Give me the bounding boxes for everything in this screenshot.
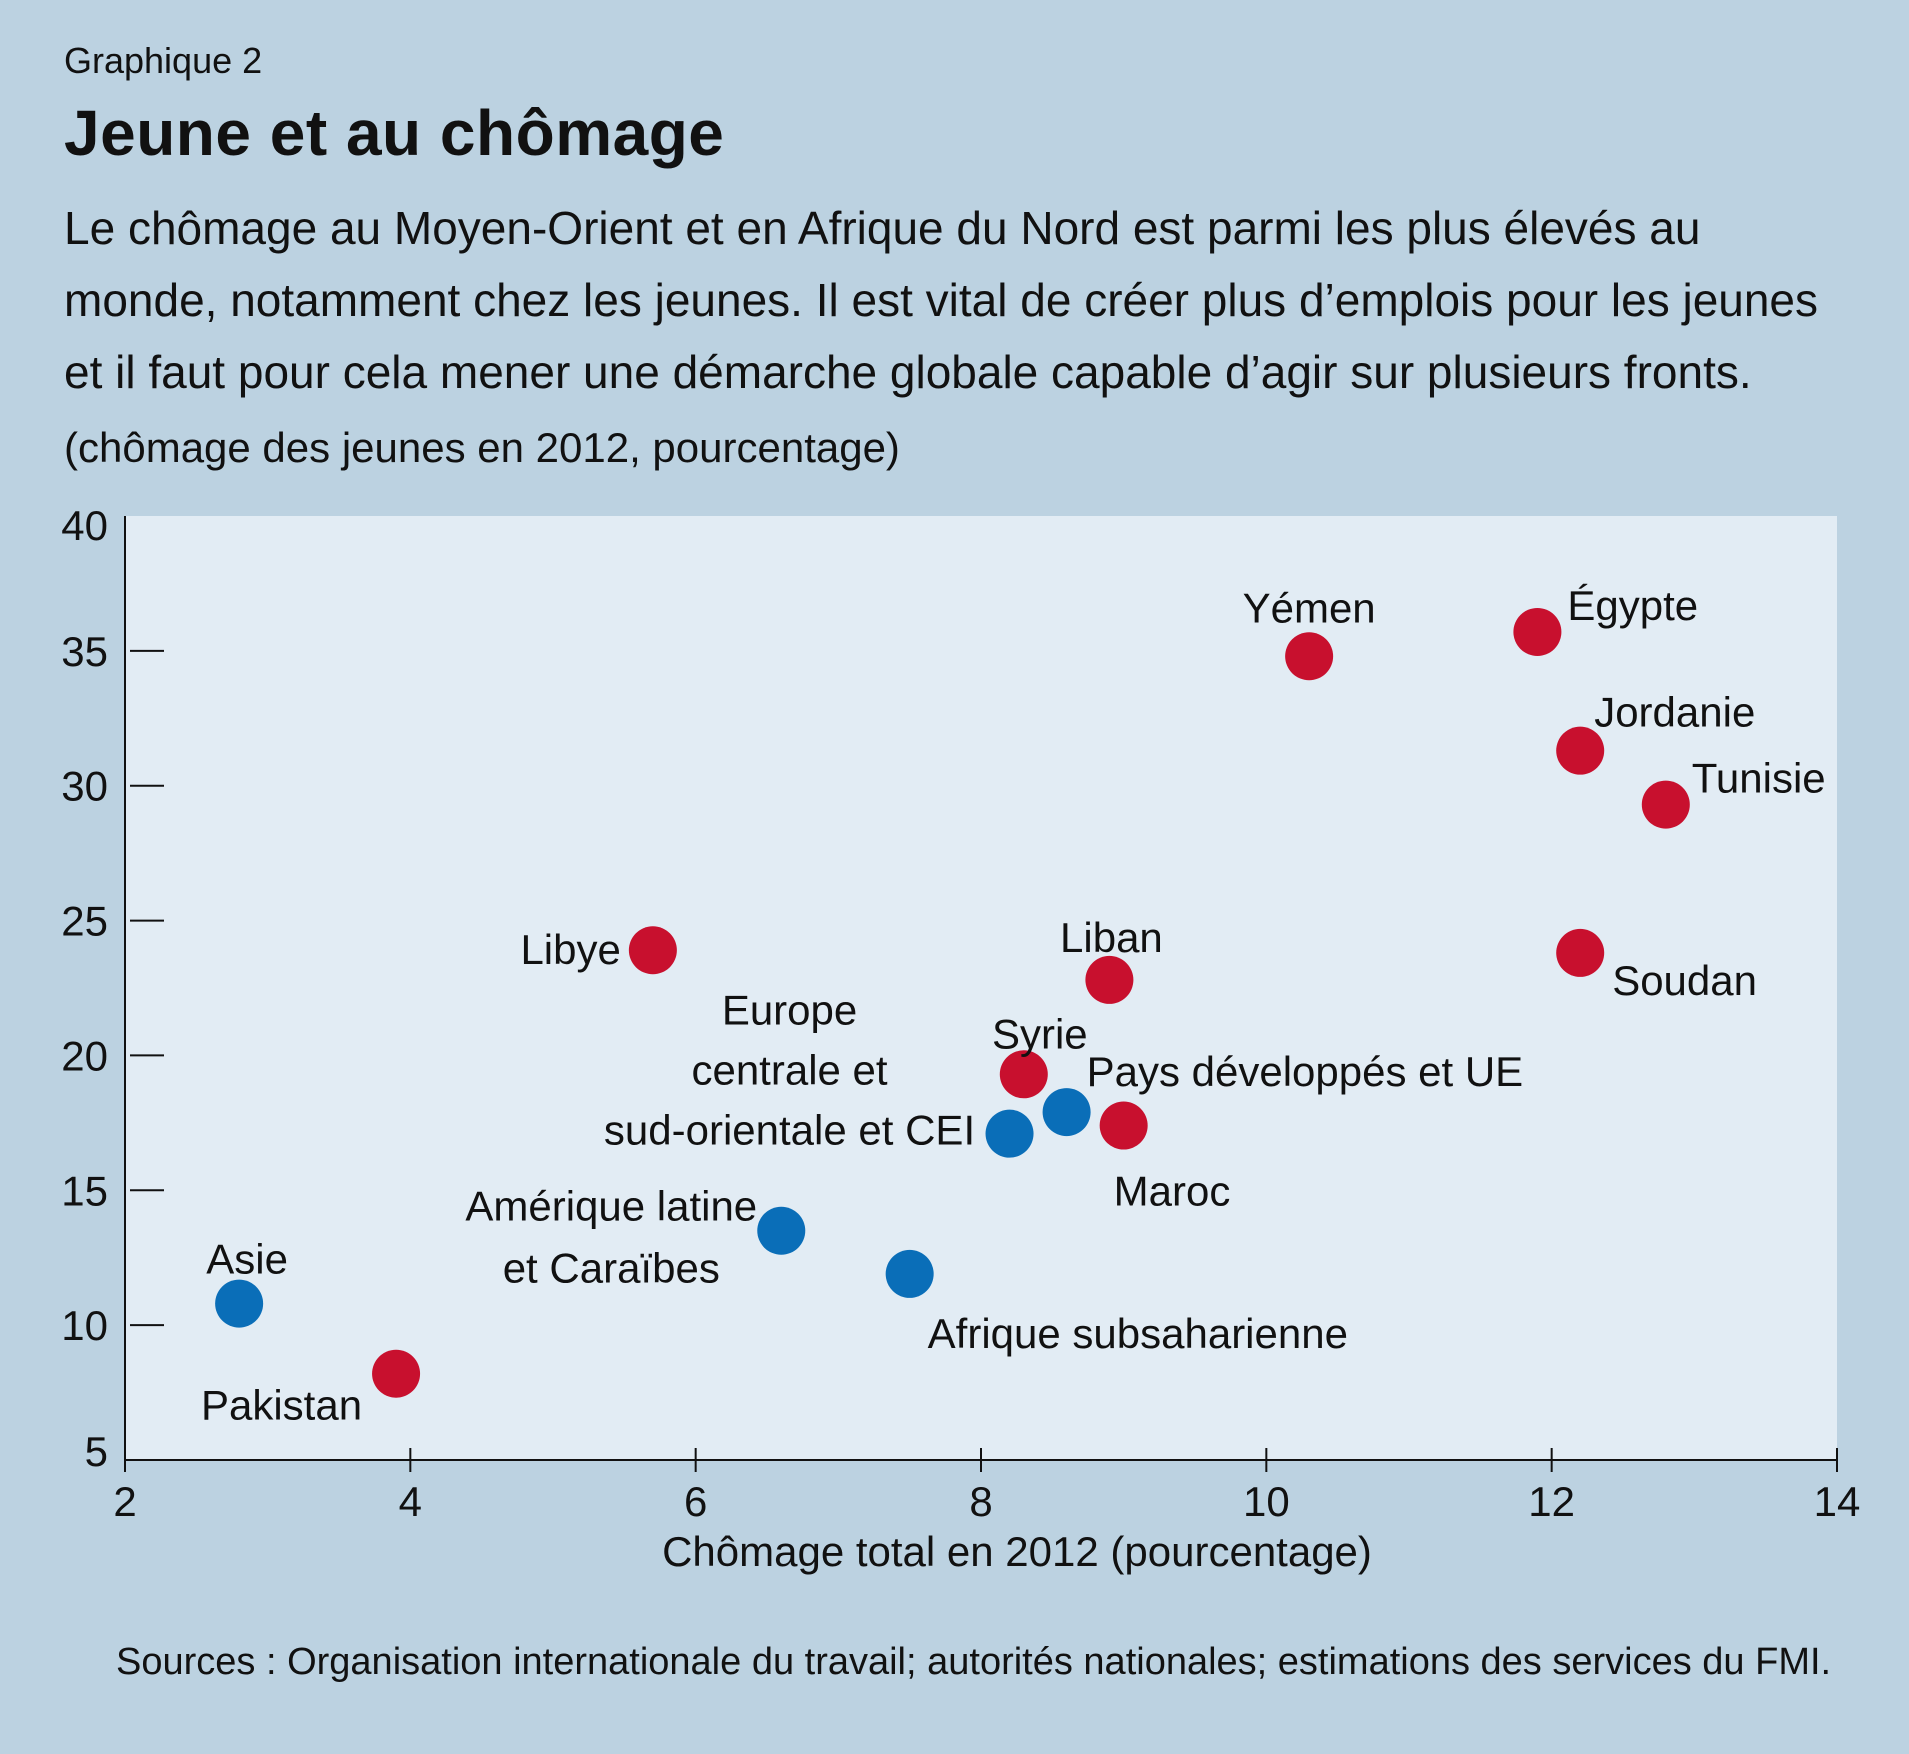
point-label: Amérique latine et Caraïbes	[465, 1183, 757, 1292]
point-label: Libye	[520, 926, 620, 973]
point-label: Asie	[206, 1236, 288, 1283]
point-label: Pays développés et UE	[1087, 1048, 1524, 1095]
point-label: Tunisie	[1692, 755, 1826, 802]
point-label: Afrique subsaharienne	[928, 1310, 1348, 1357]
source-note: Sources : Organisation internationale du…	[116, 1641, 1832, 1683]
data-point-6	[1085, 955, 1134, 1004]
data-point-9	[372, 1349, 421, 1398]
data-point-12	[757, 1206, 806, 1255]
data-point-3	[1641, 780, 1690, 829]
point-label: Égypte	[1567, 582, 1698, 629]
y-tick-label-40: 40	[61, 502, 108, 549]
y-tick-label-35: 35	[61, 628, 108, 675]
x-tick-label-6: 6	[684, 1478, 707, 1525]
data-point-2	[1556, 726, 1605, 775]
data-point-5	[628, 926, 677, 975]
data-point-10	[1042, 1088, 1091, 1137]
chart-title: Jeune et au chômage	[64, 97, 725, 169]
point-label: Soudan	[1612, 957, 1757, 1004]
chart-subtitle: Le chômage au Moyen-Orient et en Afrique…	[64, 202, 1819, 398]
y-tick-label-10: 10	[61, 1302, 108, 1349]
y-tick-label-25: 25	[61, 898, 108, 945]
point-label: Maroc	[1114, 1168, 1231, 1215]
data-point-4	[1556, 928, 1605, 977]
y-tick-label-15: 15	[61, 1167, 108, 1214]
x-tick-label-8: 8	[969, 1478, 992, 1525]
y-tick-label-5: 5	[85, 1428, 108, 1475]
x-tick-label-10: 10	[1243, 1478, 1290, 1525]
x-tick-label-4: 4	[399, 1478, 422, 1525]
point-label: Liban	[1060, 914, 1163, 961]
y-tick-label-20: 20	[61, 1032, 108, 1079]
point-label: Yémen	[1243, 584, 1376, 631]
point-label: Pakistan	[201, 1382, 362, 1429]
point-label: Jordanie	[1594, 689, 1755, 736]
y-axis-unit-note: (chômage des jeunes en 2012, pourcentage…	[64, 424, 900, 471]
data-point-8	[1099, 1101, 1148, 1150]
point-label: Syrie	[992, 1010, 1088, 1057]
data-point-1	[1513, 607, 1562, 656]
data-point-7	[999, 1050, 1048, 1099]
data-point-11	[985, 1109, 1034, 1158]
data-point-14	[215, 1279, 264, 1328]
plot-area	[125, 516, 1837, 1460]
y-tick-label-30: 30	[61, 763, 108, 810]
x-axis-title: Chômage total en 2012 (pourcentage)	[662, 1528, 1372, 1575]
x-tick-label-12: 12	[1528, 1478, 1575, 1525]
data-point-0	[1285, 632, 1334, 681]
x-tick-label-14: 14	[1814, 1478, 1861, 1525]
data-point-13	[885, 1249, 934, 1298]
point-label: Europe centrale et sud-orientale et CEI	[604, 987, 975, 1154]
chart-kicker: Graphique 2	[64, 40, 263, 81]
x-tick-label-2: 2	[113, 1478, 136, 1525]
